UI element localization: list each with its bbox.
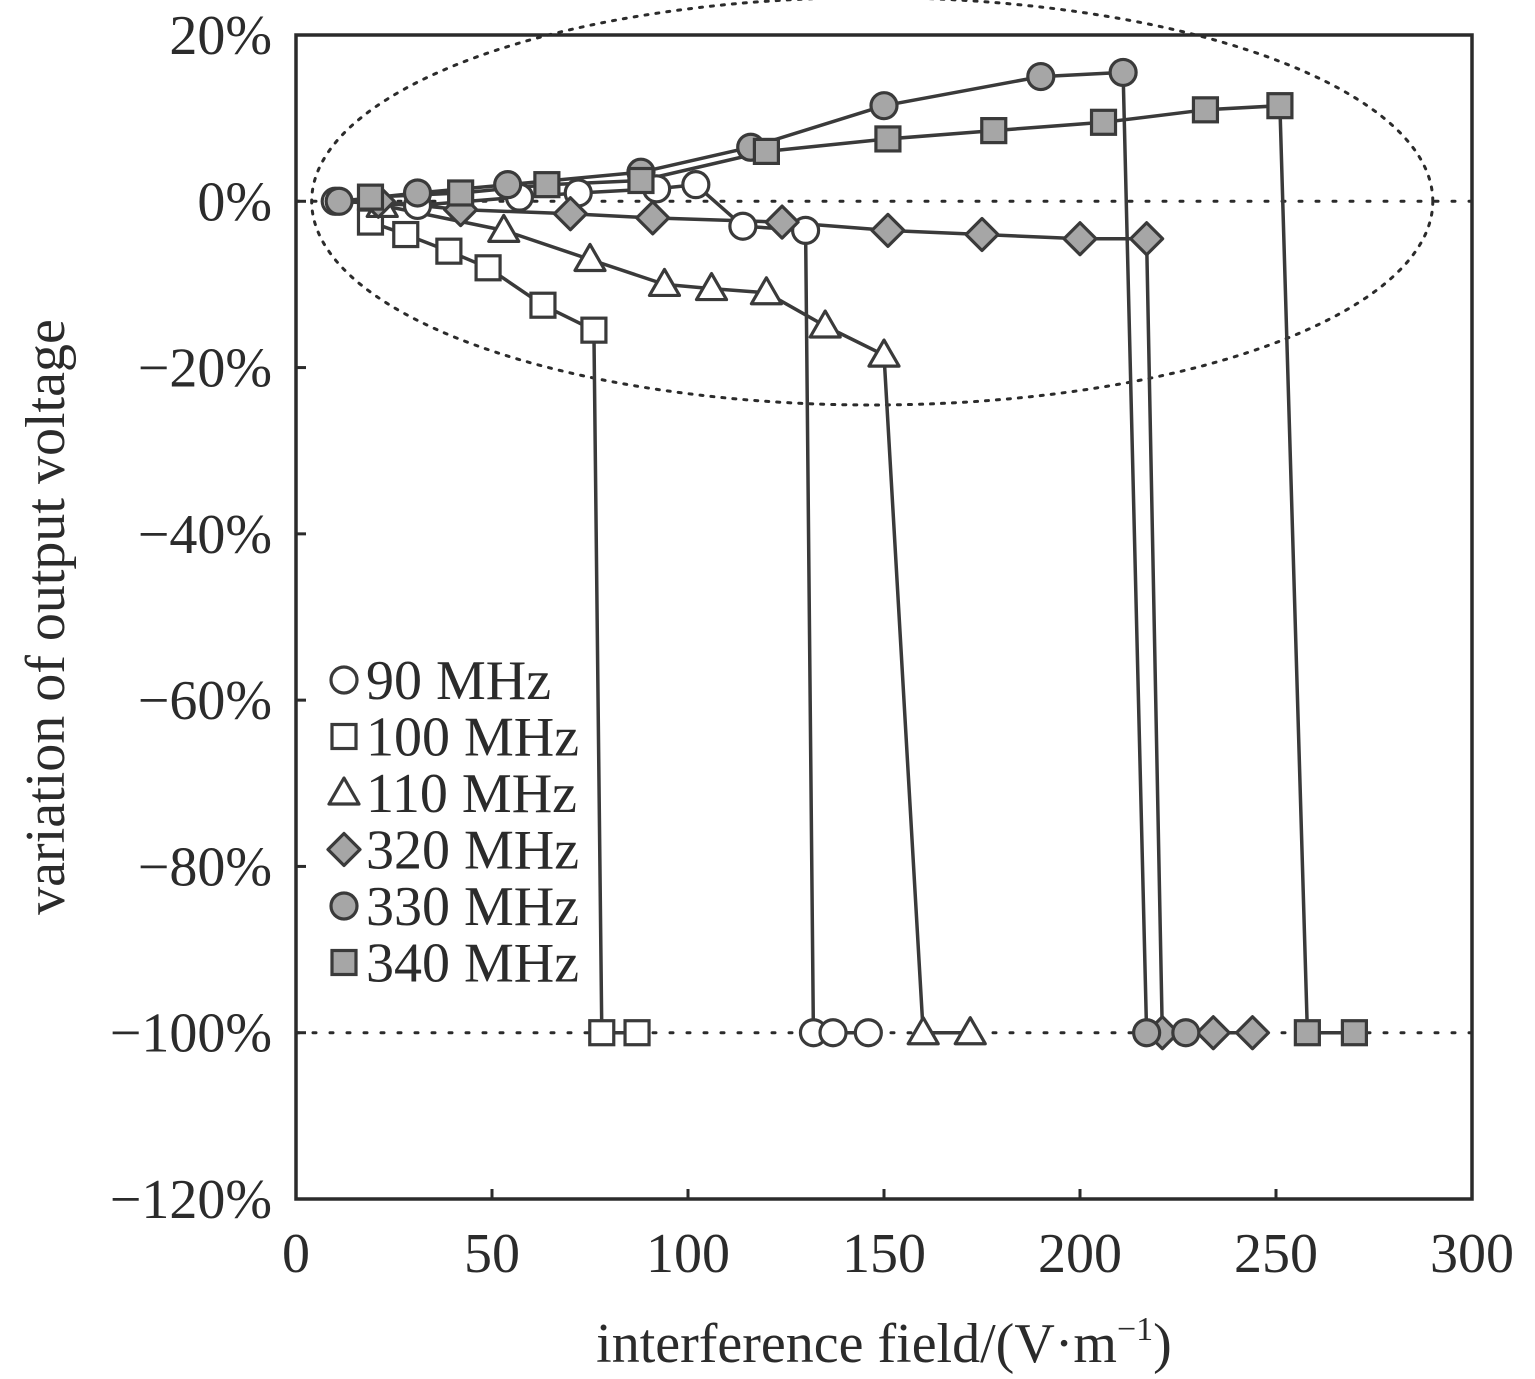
data-point-100-mhz: [474, 254, 502, 282]
data-point-320-mhz: [1195, 1015, 1231, 1051]
data-point-330-mhz: [493, 170, 523, 200]
data-point-340-mhz: [1293, 1019, 1321, 1047]
data-point-340-mhz: [874, 125, 902, 153]
legend-label: 320 MHz: [366, 820, 579, 882]
x-tick-label: 0: [282, 1223, 310, 1285]
data-point-330-mhz: [1132, 1018, 1162, 1048]
data-point-100-mhz: [529, 291, 557, 319]
y-tick-label: −40%: [138, 504, 272, 566]
x-tick-label: 100: [646, 1223, 730, 1285]
data-point-340-mhz: [356, 183, 385, 211]
series-markers: [320, 57, 1369, 1051]
data-point-110-mhz: [953, 1016, 987, 1046]
data-point-340-mhz: [1266, 92, 1294, 120]
data-point-320-mhz: [964, 216, 1000, 253]
data-point-340-mhz: [980, 117, 1008, 145]
data-point-340-mhz: [1191, 96, 1220, 124]
x-tick-label: 150: [842, 1223, 926, 1285]
data-point-100-mhz: [435, 237, 463, 265]
data-point-320-mhz: [764, 204, 800, 240]
x-tick-label: 200: [1038, 1223, 1122, 1285]
x-tick-label: 250: [1234, 1223, 1318, 1285]
data-point-340-mhz: [627, 166, 655, 195]
data-point-340-mhz: [1340, 1019, 1369, 1047]
data-point-100-mhz: [623, 1019, 651, 1047]
data-point-110-mhz: [749, 276, 784, 306]
x-tick-label: 50: [464, 1223, 520, 1285]
data-point-90-mhz: [853, 1018, 883, 1048]
x-axis-title: interference field/(V·m−1): [596, 1311, 1172, 1375]
data-point-110-mhz: [906, 1016, 940, 1046]
data-point-340-mhz: [447, 179, 475, 207]
legend-label: 100 MHz: [366, 707, 579, 769]
data-point-340-mhz: [752, 137, 781, 165]
data-point-100-mhz: [588, 1019, 616, 1047]
legend-marker: [330, 722, 358, 751]
data-point-320-mhz: [635, 200, 671, 236]
legend-marker: [329, 665, 359, 695]
series-line-110-mhz: [381, 203, 971, 1035]
legend-label: 90 MHz: [366, 650, 551, 712]
y-tick-label: −120%: [110, 1169, 272, 1231]
data-point-340-mhz: [1089, 108, 1118, 136]
data-point-90-mhz: [681, 170, 711, 200]
data-point-330-mhz: [1171, 1018, 1201, 1048]
legend-marker: [329, 891, 359, 921]
y-tick-label: −100%: [110, 1003, 272, 1065]
data-point-330-mhz: [1108, 57, 1138, 88]
data-point-100-mhz: [580, 316, 608, 344]
legend-label: 110 MHz: [366, 763, 577, 825]
data-point-320-mhz: [1129, 221, 1165, 257]
data-point-110-mhz: [867, 338, 901, 368]
legend-marker: [326, 831, 362, 868]
data-point-90-mhz: [790, 215, 821, 245]
data-point-110-mhz: [573, 242, 607, 273]
y-tick-label: 20%: [169, 5, 272, 67]
legend-marker: [327, 776, 361, 806]
legend-label: 340 MHz: [366, 933, 579, 995]
data-point-90-mhz: [728, 211, 758, 241]
data-point-330-mhz: [1026, 61, 1056, 92]
data-point-320-mhz: [870, 212, 906, 248]
x-tick-label: 300: [1430, 1223, 1514, 1285]
stable-region-ellipse: [310, 0, 1435, 407]
data-point-330-mhz: [402, 178, 433, 208]
data-point-330-mhz: [324, 186, 354, 216]
data-point-110-mhz: [694, 271, 729, 302]
data-point-100-mhz: [392, 220, 420, 249]
data-point-320-mhz: [552, 196, 589, 232]
axis-ticks: 0 50 100 150 200 250 300 20% 0% −20% −40% −60% −80% −…: [110, 5, 1514, 1285]
data-point-320-mhz: [1234, 1015, 1271, 1051]
data-point-110-mhz: [647, 267, 682, 298]
legend-label: 330 MHz: [366, 876, 579, 938]
data-point-90-mhz: [818, 1018, 848, 1048]
y-tick-label: −60%: [138, 670, 272, 732]
data-point-110-mhz: [808, 309, 842, 339]
data-point-320-mhz: [1062, 221, 1098, 257]
legend-marker: [330, 948, 358, 977]
y-tick-label: −80%: [138, 836, 272, 898]
data-point-340-mhz: [533, 171, 561, 199]
y-axis-title: variation of output voltage: [15, 319, 77, 915]
y-tick-label: −20%: [138, 338, 272, 400]
y-tick-label: 0%: [197, 171, 272, 233]
data-point-110-mhz: [487, 213, 521, 243]
series-line-340-mhz: [370, 103, 1355, 1035]
data-point-330-mhz: [869, 91, 899, 121]
